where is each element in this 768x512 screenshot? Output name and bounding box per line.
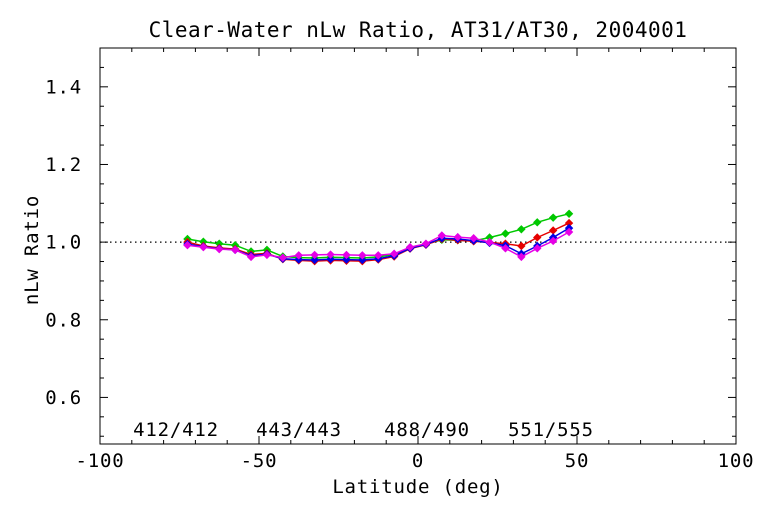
legend-label-412-412: 412/412 xyxy=(133,419,219,441)
axis-ticks xyxy=(99,48,737,444)
data-point-marker xyxy=(421,239,431,248)
data-point-marker xyxy=(564,227,574,237)
data-point-marker xyxy=(517,225,526,234)
data-point-marker xyxy=(374,251,383,260)
data-point-marker xyxy=(342,255,351,264)
y-tick-label: 1.4 xyxy=(45,76,82,98)
y-tick-label: 1.0 xyxy=(45,232,82,254)
y-tick-label: 0.6 xyxy=(45,387,82,409)
data-point-marker xyxy=(548,236,558,246)
chart-title: Clear-Water nLw Ratio, AT31/AT30, 200400… xyxy=(149,18,688,42)
data-point-marker xyxy=(230,245,240,255)
legend-label-551-555: 551/555 xyxy=(508,419,594,441)
y-tick-label: 1.2 xyxy=(45,154,82,176)
data-point-marker xyxy=(215,244,224,254)
series-markers-551-555 xyxy=(183,227,574,262)
x-tick-label: -50 xyxy=(241,450,278,472)
data-point-marker xyxy=(517,252,526,262)
y-tick-label: 0.8 xyxy=(45,309,82,331)
data-point-marker xyxy=(453,232,462,242)
data-point-marker xyxy=(310,250,319,260)
data-point-marker xyxy=(533,233,542,242)
x-tick-label: -100 xyxy=(76,450,125,472)
y-axis-label: nLw Ratio xyxy=(21,195,43,305)
data-point-marker xyxy=(358,255,367,265)
x-tick-label: 0 xyxy=(412,450,424,472)
data-point-marker xyxy=(517,241,526,251)
data-point-marker xyxy=(548,213,558,222)
data-point-marker xyxy=(262,250,272,260)
data-point-marker xyxy=(405,242,415,252)
data-point-marker xyxy=(310,255,319,265)
data-point-marker xyxy=(501,244,510,253)
data-point-marker xyxy=(437,231,447,240)
data-point-marker xyxy=(389,249,399,258)
x-tick-label: 100 xyxy=(718,450,755,472)
data-point-marker xyxy=(533,218,542,227)
data-point-marker xyxy=(294,251,303,260)
x-axis-label: Latitude (deg) xyxy=(332,476,503,498)
data-point-marker xyxy=(469,234,478,243)
axis-tick-labels: -100 -50 0 50 100 0.6 0.8 1.0 1.2 1.4 xyxy=(45,76,755,472)
data-point-marker xyxy=(533,244,542,253)
data-point-marker xyxy=(485,237,494,247)
legend-label-443-443: 443/443 xyxy=(256,419,342,441)
data-point-marker xyxy=(199,242,208,252)
data-point-marker xyxy=(326,250,335,259)
data-point-marker xyxy=(564,209,574,218)
data-series xyxy=(183,209,574,266)
x-tick-label: 50 xyxy=(565,450,589,472)
data-point-marker xyxy=(548,226,558,235)
data-point-marker xyxy=(326,254,335,264)
legend-label-488-490: 488/490 xyxy=(384,419,470,441)
data-point-marker xyxy=(358,251,367,260)
data-point-marker xyxy=(183,241,192,250)
data-point-marker xyxy=(278,253,288,262)
legend: 412/412 443/443 488/490 551/555 xyxy=(133,419,594,441)
data-point-marker xyxy=(294,255,303,264)
data-point-marker xyxy=(501,229,510,238)
data-point-marker xyxy=(342,250,351,260)
data-point-marker xyxy=(246,252,256,262)
